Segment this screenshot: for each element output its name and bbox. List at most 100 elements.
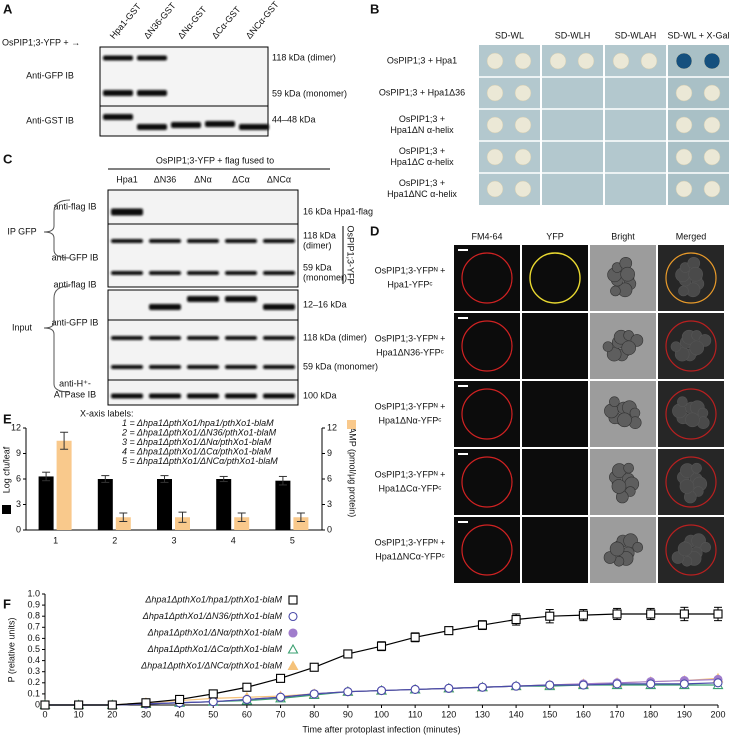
cell-granule (677, 396, 688, 408)
blot-band (149, 304, 181, 310)
point (713, 678, 723, 688)
x-tick-label: 80 (309, 709, 319, 719)
size-label: 59 kDa (monomer) (303, 361, 378, 371)
x-tick-label: 120 (441, 709, 456, 719)
blot-band (263, 304, 295, 310)
panel-label: A (3, 1, 13, 16)
legend-label: Δhpa1ΔpthXo1/ΔCα/pthXo1-blaM (147, 644, 283, 654)
cell-granule (609, 396, 620, 408)
y-tick-label: 0.1 (27, 688, 40, 698)
y-tick-label: 0.5 (27, 644, 40, 654)
y-tick-label: 1.0 (27, 588, 40, 598)
point (208, 689, 218, 699)
y2-tick-label: 0 (327, 524, 332, 534)
blot-label: anti-H⁺- (59, 378, 91, 388)
micrograph (454, 245, 520, 311)
legend-label: Δhpa1ΔpthXo1/hpa1/pthXo1-blaM (144, 594, 282, 604)
cell-granule (621, 340, 637, 356)
legend-swatch (2, 505, 11, 514)
bar (115, 517, 131, 530)
blot-band (263, 365, 295, 369)
blot-band (187, 336, 219, 340)
x-tick-label: 190 (677, 709, 692, 719)
point (545, 611, 555, 621)
lane-label: ΔN36 (154, 174, 177, 184)
point (612, 609, 622, 619)
blot-label: Anti-GST IB (26, 115, 74, 125)
media-label: SD-WL + X-Gal (668, 30, 729, 40)
error-bar (101, 475, 110, 483)
blot-band (225, 271, 257, 275)
blot-band (187, 239, 219, 243)
row-label: Hpa1ΔCα-YFPᶜ (379, 483, 442, 493)
blot-band (111, 365, 143, 369)
colony (577, 52, 595, 70)
micrograph (522, 313, 588, 379)
size-label: 118 kDa (303, 230, 336, 240)
bar (175, 517, 190, 530)
point (343, 687, 353, 697)
bar (97, 479, 113, 530)
colony (703, 148, 721, 166)
cell-granule (632, 541, 644, 553)
media-label: SD-WL (495, 30, 524, 40)
blot-band (205, 121, 235, 127)
y-tick-label: 12 (11, 422, 21, 432)
membrane (461, 388, 513, 440)
blot-band (137, 55, 167, 61)
blot-band (111, 208, 143, 216)
blot-band (187, 393, 219, 399)
bar (56, 440, 72, 530)
size-label: 118 kDa (dimer) (272, 52, 336, 62)
y-tick-label: 0.4 (27, 655, 40, 665)
blot-band (149, 239, 181, 243)
size-label: 12–16 kDa (303, 299, 347, 309)
row-label: OsPIP1;3 + (399, 146, 445, 156)
blot-band (171, 122, 201, 128)
cell-granule (609, 541, 625, 557)
point (376, 641, 387, 651)
x-tick-label: 3 (171, 535, 176, 545)
bracket (43, 285, 71, 393)
micrograph (454, 313, 520, 379)
media-label: SD-WLAH (615, 30, 657, 40)
colony (514, 148, 532, 166)
bar (216, 479, 232, 530)
lane-label: ΔN36-GST (142, 0, 178, 41)
point (646, 679, 656, 689)
cell-granule (610, 285, 621, 297)
legend-marker (288, 611, 298, 622)
size-label: 16 kDa Hpa1-flag (303, 206, 373, 216)
y-tick-label: 3 (16, 499, 21, 509)
bar (275, 480, 291, 530)
x-tick-label: 100 (374, 709, 389, 719)
cell-granule (677, 541, 693, 557)
media-label: SD-WLH (555, 30, 591, 40)
point (612, 679, 622, 689)
colony (675, 84, 693, 102)
x-tick-label: 60 (242, 709, 252, 719)
cell-granule (623, 462, 634, 474)
row-label: Hpa1ΔNCα-YFPᶜ (375, 551, 444, 561)
cell-granule (678, 285, 689, 297)
lane-label: Hpa1-GST (108, 1, 144, 41)
panel-label: C (3, 151, 13, 166)
blot-band (225, 393, 257, 399)
point (343, 649, 353, 659)
cell-granule (700, 541, 712, 553)
y-tick-label: 0.9 (27, 599, 40, 609)
y-tick-label: 0.8 (27, 611, 40, 621)
micrograph (454, 517, 520, 583)
panel-title: OsPIP1;3-YFP + flag fused to (156, 155, 274, 165)
point (545, 680, 555, 690)
row-label: OsPIP1;3-YFPᴺ + (375, 469, 446, 479)
point (275, 673, 286, 683)
cell-granule (679, 479, 695, 494)
colony (703, 180, 721, 198)
point (376, 686, 387, 696)
membrane (665, 252, 717, 304)
point (444, 626, 454, 636)
blot-band (239, 124, 269, 130)
membrane (665, 524, 717, 576)
blot-band (149, 365, 181, 369)
